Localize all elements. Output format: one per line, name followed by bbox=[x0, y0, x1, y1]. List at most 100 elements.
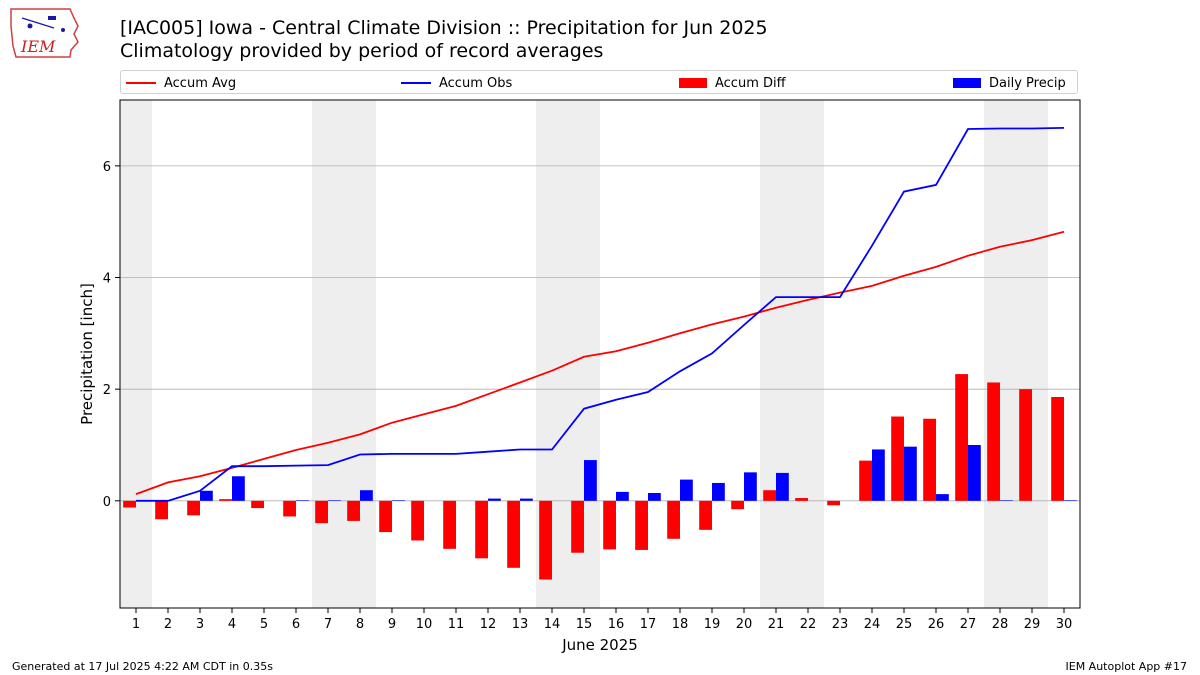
x-tick-label-18: 18 bbox=[672, 617, 689, 632]
x-tick-label-6: 6 bbox=[292, 617, 300, 632]
daily-bar-25 bbox=[904, 446, 917, 501]
daily-bar-4 bbox=[232, 476, 245, 501]
x-tick-label-26: 26 bbox=[928, 617, 945, 632]
diff-bar-3 bbox=[187, 500, 200, 516]
accum-avg-line bbox=[135, 230, 1065, 495]
x-tick-label-29: 29 bbox=[1024, 617, 1041, 632]
legend-item-avg: Accum Avg bbox=[126, 74, 236, 92]
iem-logo: IEM bbox=[10, 8, 79, 58]
legend-item-daily: Daily Precip bbox=[953, 74, 1066, 92]
diff-bar-13 bbox=[507, 500, 520, 568]
weekend-shade-0 bbox=[120, 100, 152, 608]
legend-label-obs: Accum Obs bbox=[439, 75, 513, 91]
legend-label-daily: Daily Precip bbox=[989, 75, 1066, 91]
diff-bar-7 bbox=[315, 500, 328, 524]
diff-bar-15 bbox=[571, 500, 584, 553]
legend-label-avg: Accum Avg bbox=[164, 75, 237, 91]
daily-bar-30 bbox=[1064, 500, 1077, 501]
diff-bar-29 bbox=[1019, 389, 1032, 501]
diff-bar-26 bbox=[923, 418, 936, 501]
daily-bar-8 bbox=[360, 490, 373, 501]
diff-bar-2 bbox=[155, 500, 168, 520]
diff-bar-10 bbox=[411, 500, 424, 541]
x-tick-label-5: 5 bbox=[260, 617, 268, 632]
x-tick-label-30: 30 bbox=[1056, 617, 1073, 632]
daily-bar-18 bbox=[680, 479, 693, 501]
legend: Accum Avg Accum Obs Accum Diff Daily Pre… bbox=[120, 70, 1078, 94]
y-ticks: 0 2 4 6 bbox=[103, 160, 120, 510]
diff-bar-23 bbox=[827, 500, 840, 506]
diff-bar-30 bbox=[1051, 396, 1064, 501]
daily-bar-17 bbox=[648, 493, 661, 501]
x-tick-label-20: 20 bbox=[736, 617, 753, 632]
daily-bar-3 bbox=[200, 490, 213, 501]
daily-bar-7 bbox=[328, 500, 341, 501]
diff-bar-14 bbox=[539, 500, 552, 580]
title-line-2: Climatology provided by period of record… bbox=[120, 40, 604, 62]
daily-bar-19 bbox=[712, 482, 725, 501]
diff-bar-22 bbox=[795, 498, 808, 501]
legend-swatch-diff bbox=[679, 78, 707, 88]
weekend-shade-4 bbox=[984, 100, 1048, 608]
y-tick-label-0: 0 bbox=[103, 495, 111, 510]
x-tick-label-3: 3 bbox=[196, 617, 204, 632]
diff-bar-25 bbox=[891, 416, 904, 501]
diff-bar-16 bbox=[603, 500, 616, 550]
legend-label-diff: Accum Diff bbox=[715, 75, 786, 91]
legend-swatch-daily bbox=[953, 78, 981, 88]
weekend-shade-1 bbox=[312, 100, 376, 608]
x-tick-label-23: 23 bbox=[832, 617, 849, 632]
daily-bar-16 bbox=[616, 491, 629, 501]
x-tick-label-12: 12 bbox=[480, 617, 497, 632]
diff-bar-9 bbox=[379, 500, 392, 533]
x-tick-label-16: 16 bbox=[608, 617, 625, 632]
x-tick-label-14: 14 bbox=[544, 617, 561, 632]
x-tick-label-17: 17 bbox=[640, 617, 657, 632]
daily-bar-6 bbox=[296, 500, 309, 501]
iowa-outline bbox=[10, 8, 79, 58]
x-axis-label: June 2025 bbox=[561, 636, 638, 654]
lines bbox=[135, 127, 1065, 502]
x-tick-label-8: 8 bbox=[356, 617, 364, 632]
diff-bar-12 bbox=[475, 500, 488, 559]
footer-app: IEM Autoplot App #17 bbox=[1065, 660, 1188, 673]
x-tick-label-11: 11 bbox=[448, 617, 465, 632]
x-tick-label-27: 27 bbox=[960, 617, 977, 632]
legend-swatch-avg bbox=[126, 82, 156, 84]
x-ticks: 1 2 3 4 5 6 7 8 9 10 11 12 13 14 15 16 17 18 19 20 21 22 23 24 2… bbox=[132, 608, 1072, 632]
x-tick-label-15: 15 bbox=[576, 617, 593, 632]
diff-bar-5 bbox=[251, 500, 264, 509]
chart-title: [IAC005] Iowa - Central Climate Division… bbox=[120, 17, 768, 63]
x-tick-label-9: 9 bbox=[388, 617, 396, 632]
diff-bar-19 bbox=[699, 500, 712, 530]
x-tick-label-4: 4 bbox=[228, 617, 236, 632]
diff-bar-17 bbox=[635, 500, 648, 550]
plot-frame bbox=[119, 99, 1081, 609]
diff-bar-4 bbox=[219, 499, 232, 501]
daily-bar-24 bbox=[872, 449, 885, 501]
daily-bar-9 bbox=[392, 500, 405, 501]
x-tick-label-22: 22 bbox=[800, 617, 817, 632]
x-tick-label-19: 19 bbox=[704, 617, 721, 632]
diff-bar-11 bbox=[443, 500, 456, 549]
x-tick-label-25: 25 bbox=[896, 617, 913, 632]
daily-bar-20 bbox=[744, 472, 757, 501]
x-tick-label-1: 1 bbox=[132, 617, 140, 632]
legend-swatch-obs bbox=[401, 82, 431, 84]
x-tick-label-28: 28 bbox=[992, 617, 1009, 632]
x-tick-label-13: 13 bbox=[512, 617, 529, 632]
daily-bar-13 bbox=[520, 498, 533, 501]
y-tick-label-6: 6 bbox=[103, 160, 111, 175]
logo-text: IEM bbox=[20, 37, 56, 56]
diff-bar-28 bbox=[987, 382, 1000, 501]
diff-bar-8 bbox=[347, 500, 360, 521]
title-line-1: [IAC005] Iowa - Central Climate Division… bbox=[120, 17, 768, 39]
daily-bar-12 bbox=[488, 498, 501, 501]
x-tick-label-2: 2 bbox=[164, 617, 172, 632]
diff-bar-20 bbox=[731, 500, 744, 510]
diff-bar-21 bbox=[763, 490, 776, 501]
x-tick-label-7: 7 bbox=[324, 617, 332, 632]
weekend-shading bbox=[120, 100, 1048, 608]
diff-bar-6 bbox=[283, 500, 296, 517]
